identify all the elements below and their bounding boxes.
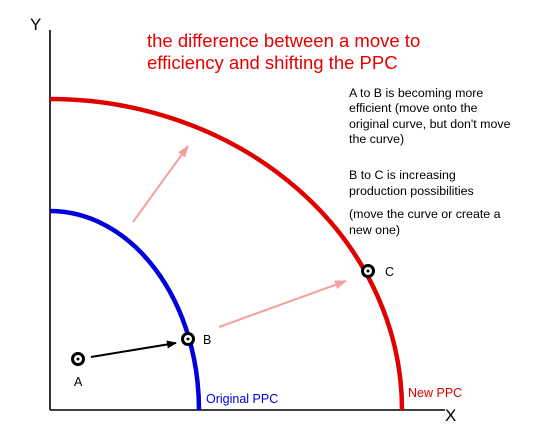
shift-arrow-upper bbox=[132, 145, 189, 223]
new-ppc-label: New PPC bbox=[408, 386, 462, 400]
note-a-to-b-line-2: efficient (move onto the bbox=[349, 101, 478, 115]
shift-arrow-b-to-c bbox=[218, 280, 347, 328]
efficiency-arrow-a-to-b bbox=[90, 340, 177, 358]
y-axis-label: Y bbox=[30, 15, 41, 34]
diagram-title-line-2: efficiency and shifting the PPC bbox=[147, 52, 398, 73]
point-b-dot bbox=[186, 337, 190, 341]
note-a-to-b-line-3: original curve, but don't move bbox=[349, 117, 511, 131]
point-c bbox=[361, 264, 375, 278]
point-a-label: A bbox=[74, 375, 83, 389]
original-ppc-curve bbox=[49, 208, 202, 411]
note-b-to-c-line-1: B to C is increasing bbox=[349, 168, 456, 182]
note-a-to-b-line-1: A to B is becoming more bbox=[349, 86, 483, 100]
point-c-label: C bbox=[385, 265, 394, 279]
note-a-to-b-line-4: the curve) bbox=[349, 132, 404, 146]
point-a-dot bbox=[76, 357, 80, 361]
new-ppc-curve bbox=[49, 96, 405, 411]
original-ppc-label: Original PPC bbox=[206, 392, 278, 406]
point-b-label: B bbox=[203, 333, 211, 347]
note-b-to-c-line-3: (move the curve or create a bbox=[349, 207, 501, 221]
diagram-title-line-1: the difference between a move to bbox=[147, 30, 420, 51]
point-b bbox=[181, 332, 195, 346]
note-b-to-c-line-2: production possibilities bbox=[349, 184, 474, 198]
point-c-dot bbox=[366, 269, 370, 273]
note-b-to-c-line-4: new one) bbox=[349, 223, 400, 237]
x-axis-label: X bbox=[445, 406, 456, 425]
point-a bbox=[71, 352, 85, 366]
